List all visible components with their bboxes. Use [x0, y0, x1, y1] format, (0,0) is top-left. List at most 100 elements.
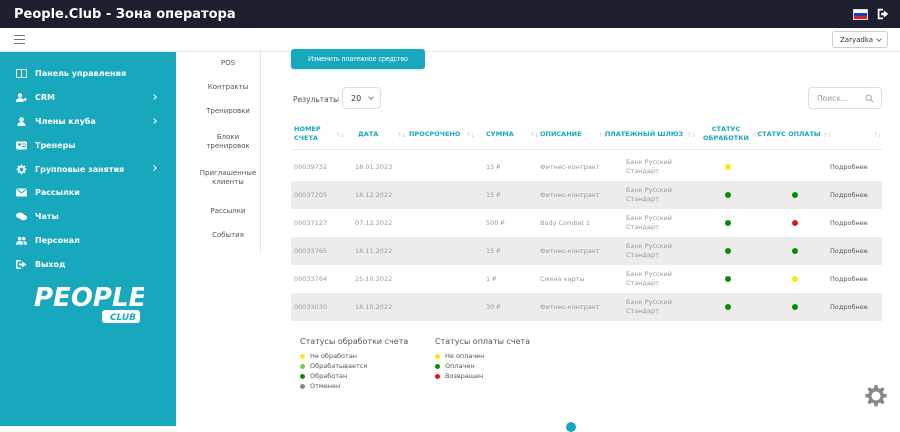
payment-legend-title: Статусы оплаты счета [435, 337, 531, 346]
column-header[interactable]: СТАТУС ОБРАБОТКИ [703, 125, 749, 142]
sort-icon[interactable]: ↑↓ [336, 132, 345, 139]
subnav-item-4[interactable]: Блоки тренировок [206, 133, 250, 150]
cell-number: 00033764 [294, 274, 328, 283]
sidebar-item-label: Тренеры [35, 140, 76, 150]
cell-number: 00037205 [294, 190, 328, 199]
sort-icon[interactable]: ↑↓ [752, 132, 761, 139]
column-header[interactable]: ПРОСРОЧЕНО [409, 129, 461, 138]
exit-icon [16, 259, 27, 269]
chevron-right-icon [151, 165, 157, 172]
sort-icon[interactable]: ↑↓ [598, 132, 607, 139]
sort-icon[interactable]: ↑↓ [530, 132, 539, 139]
subnav-item-3[interactable]: Тренировки [206, 107, 250, 115]
subnav-item-6[interactable]: Рассылки [210, 207, 246, 215]
chevron-right-icon [151, 117, 157, 124]
sidebar-item-label: Персонал [35, 235, 80, 245]
processing-status-dot [725, 220, 731, 226]
legend-dot [300, 373, 305, 379]
legend-dot [435, 363, 440, 369]
cell-gateway: Банк Русский Стандарт [626, 298, 672, 315]
legend-dot [300, 383, 305, 389]
subnav-item-7[interactable]: События [212, 231, 244, 239]
logo-text: PEOPLE [34, 283, 144, 313]
club-select[interactable]: Zaryadka [832, 31, 888, 48]
table-row[interactable]: 00033764 25.10.2022 1 ₽ Смена карты Банк Рус… [291, 265, 882, 293]
legend-item: Возвращен [435, 371, 530, 381]
details-link[interactable]: Подробнее [830, 275, 868, 283]
chevron-down-icon [368, 94, 374, 100]
table-row[interactable]: 00033765 18.11.2022 15 ₽ Фитнес-контракт Бан… [291, 237, 882, 265]
cell-amount: 1 ₽ [486, 274, 497, 283]
subnav-item-1[interactable]: POS [220, 59, 236, 67]
sidebar: Панель управления CRM Члены клуба Тренеры Гр… [0, 52, 176, 426]
cell-date: 25.10.2022 [355, 274, 393, 283]
cell-amount: 15 ₽ [486, 190, 501, 199]
sort-icon[interactable]: ↑↓ [466, 132, 475, 139]
sidebar-item-label: Панель управления [35, 69, 127, 79]
details-link[interactable]: Подробнее [830, 303, 868, 311]
sidebar-item-6[interactable]: Рассылки [0, 181, 176, 205]
change-payment-button[interactable]: Изменить платежное средство [291, 49, 425, 69]
sidebar-item-8[interactable]: Персонал [0, 229, 176, 253]
column-header[interactable]: НОМЕР СЧЕТА [294, 125, 321, 142]
table-row[interactable]: 00037127 07.12.2022 500 ₽ Body Combat 1 Банк… [291, 209, 882, 237]
sidebar-item-label: Члены клуба [35, 116, 96, 126]
id-card-icon [16, 141, 27, 150]
cell-desc: Фитнес-контракт [540, 302, 600, 311]
sidebar-item-2[interactable]: CRM [0, 86, 176, 110]
processing-legend-title: Статусы обработки счета [300, 337, 409, 346]
logout-icon[interactable] [876, 7, 890, 21]
search-placeholder: Поиск... [817, 94, 848, 103]
table-row[interactable]: 00037205 18.12.2022 15 ₽ Фитнес-контракт Бан… [291, 181, 882, 209]
payment-status-dot [792, 304, 798, 310]
russian-flag-icon[interactable] [853, 8, 868, 20]
legend-label: Отменен [310, 382, 341, 390]
sort-icon[interactable]: ↑↓ [687, 132, 696, 139]
sidebar-item-1[interactable]: Панель управления [0, 62, 176, 86]
sidebar-item-label: Рассылки [35, 188, 80, 198]
legend-label: Не оплачен [445, 352, 485, 360]
cell-overdue [409, 153, 459, 181]
processing-status-dot [725, 164, 731, 170]
subnav-item-5[interactable]: Приглашенные клиенты [199, 169, 257, 186]
search-icon [865, 94, 874, 103]
cell-gateway: Банк Русский Стандарт [626, 158, 672, 175]
column-header[interactable]: ОПИСАНИЕ [540, 129, 582, 138]
sidebar-item-5[interactable]: Групповые занятия [0, 157, 176, 181]
legend-item: Оплачен [435, 361, 530, 371]
sidebar-item-4[interactable]: Тренеры [0, 133, 176, 157]
payment-status-legend: Статусы оплаты счета Не оплачен Оплачен Во… [435, 337, 530, 381]
cell-desc: Фитнес-контракт [540, 246, 600, 255]
legend-item: Обрабатывается [300, 361, 408, 371]
menu-toggle-icon[interactable] [14, 35, 25, 44]
legend-label: Возвращен [445, 372, 484, 380]
cell-gateway: Банк Русский Стандарт [626, 242, 672, 259]
column-header[interactable]: ДАТА [358, 129, 379, 138]
cell-amount: 15 ₽ [486, 246, 501, 255]
details-link[interactable]: Подробнее [830, 191, 868, 199]
cell-overdue [409, 237, 459, 265]
sidebar-item-3[interactable]: Члены клуба [0, 110, 176, 134]
details-link[interactable]: Подробнее [830, 247, 868, 255]
column-header[interactable]: СУММА [486, 129, 514, 138]
page-size-select[interactable]: 20 [342, 87, 381, 109]
column-header[interactable]: ПЛАТЕЖНЫЙ ШЛЮЗ [604, 129, 684, 138]
sidebar-item-7[interactable]: Чаты [0, 205, 176, 229]
sort-icon[interactable]: ↑↓ [823, 132, 832, 139]
details-link[interactable]: Подробнее [830, 163, 868, 171]
sort-icon[interactable]: ↑↓ [873, 132, 882, 139]
sidebar-item-label: CRM [35, 93, 55, 103]
table-row[interactable]: 00039732 18.01.2023 15 ₽ Фитнес-контракт Бан… [291, 153, 882, 181]
cell-amount: 15 ₽ [486, 162, 501, 171]
settings-gear-icon[interactable] [864, 384, 888, 408]
sort-icon[interactable]: ↑↓ [397, 132, 406, 139]
search-input[interactable]: Поиск... [808, 87, 882, 109]
column-header[interactable]: СТАТУС ОПЛАТЫ [757, 129, 821, 138]
sidebar-item-9[interactable]: Выход [0, 252, 176, 276]
legend-label: Обработан [310, 372, 348, 380]
subnav-item-2[interactable]: Контракты [207, 83, 249, 91]
sidebar-item-label: Групповые занятия [35, 164, 125, 174]
details-link[interactable]: Подробнее [830, 219, 868, 227]
legend-dot [435, 373, 440, 379]
table-row[interactable]: 00033030 18.10.2022 30 ₽ Фитнес-контракт Бан… [291, 293, 882, 321]
